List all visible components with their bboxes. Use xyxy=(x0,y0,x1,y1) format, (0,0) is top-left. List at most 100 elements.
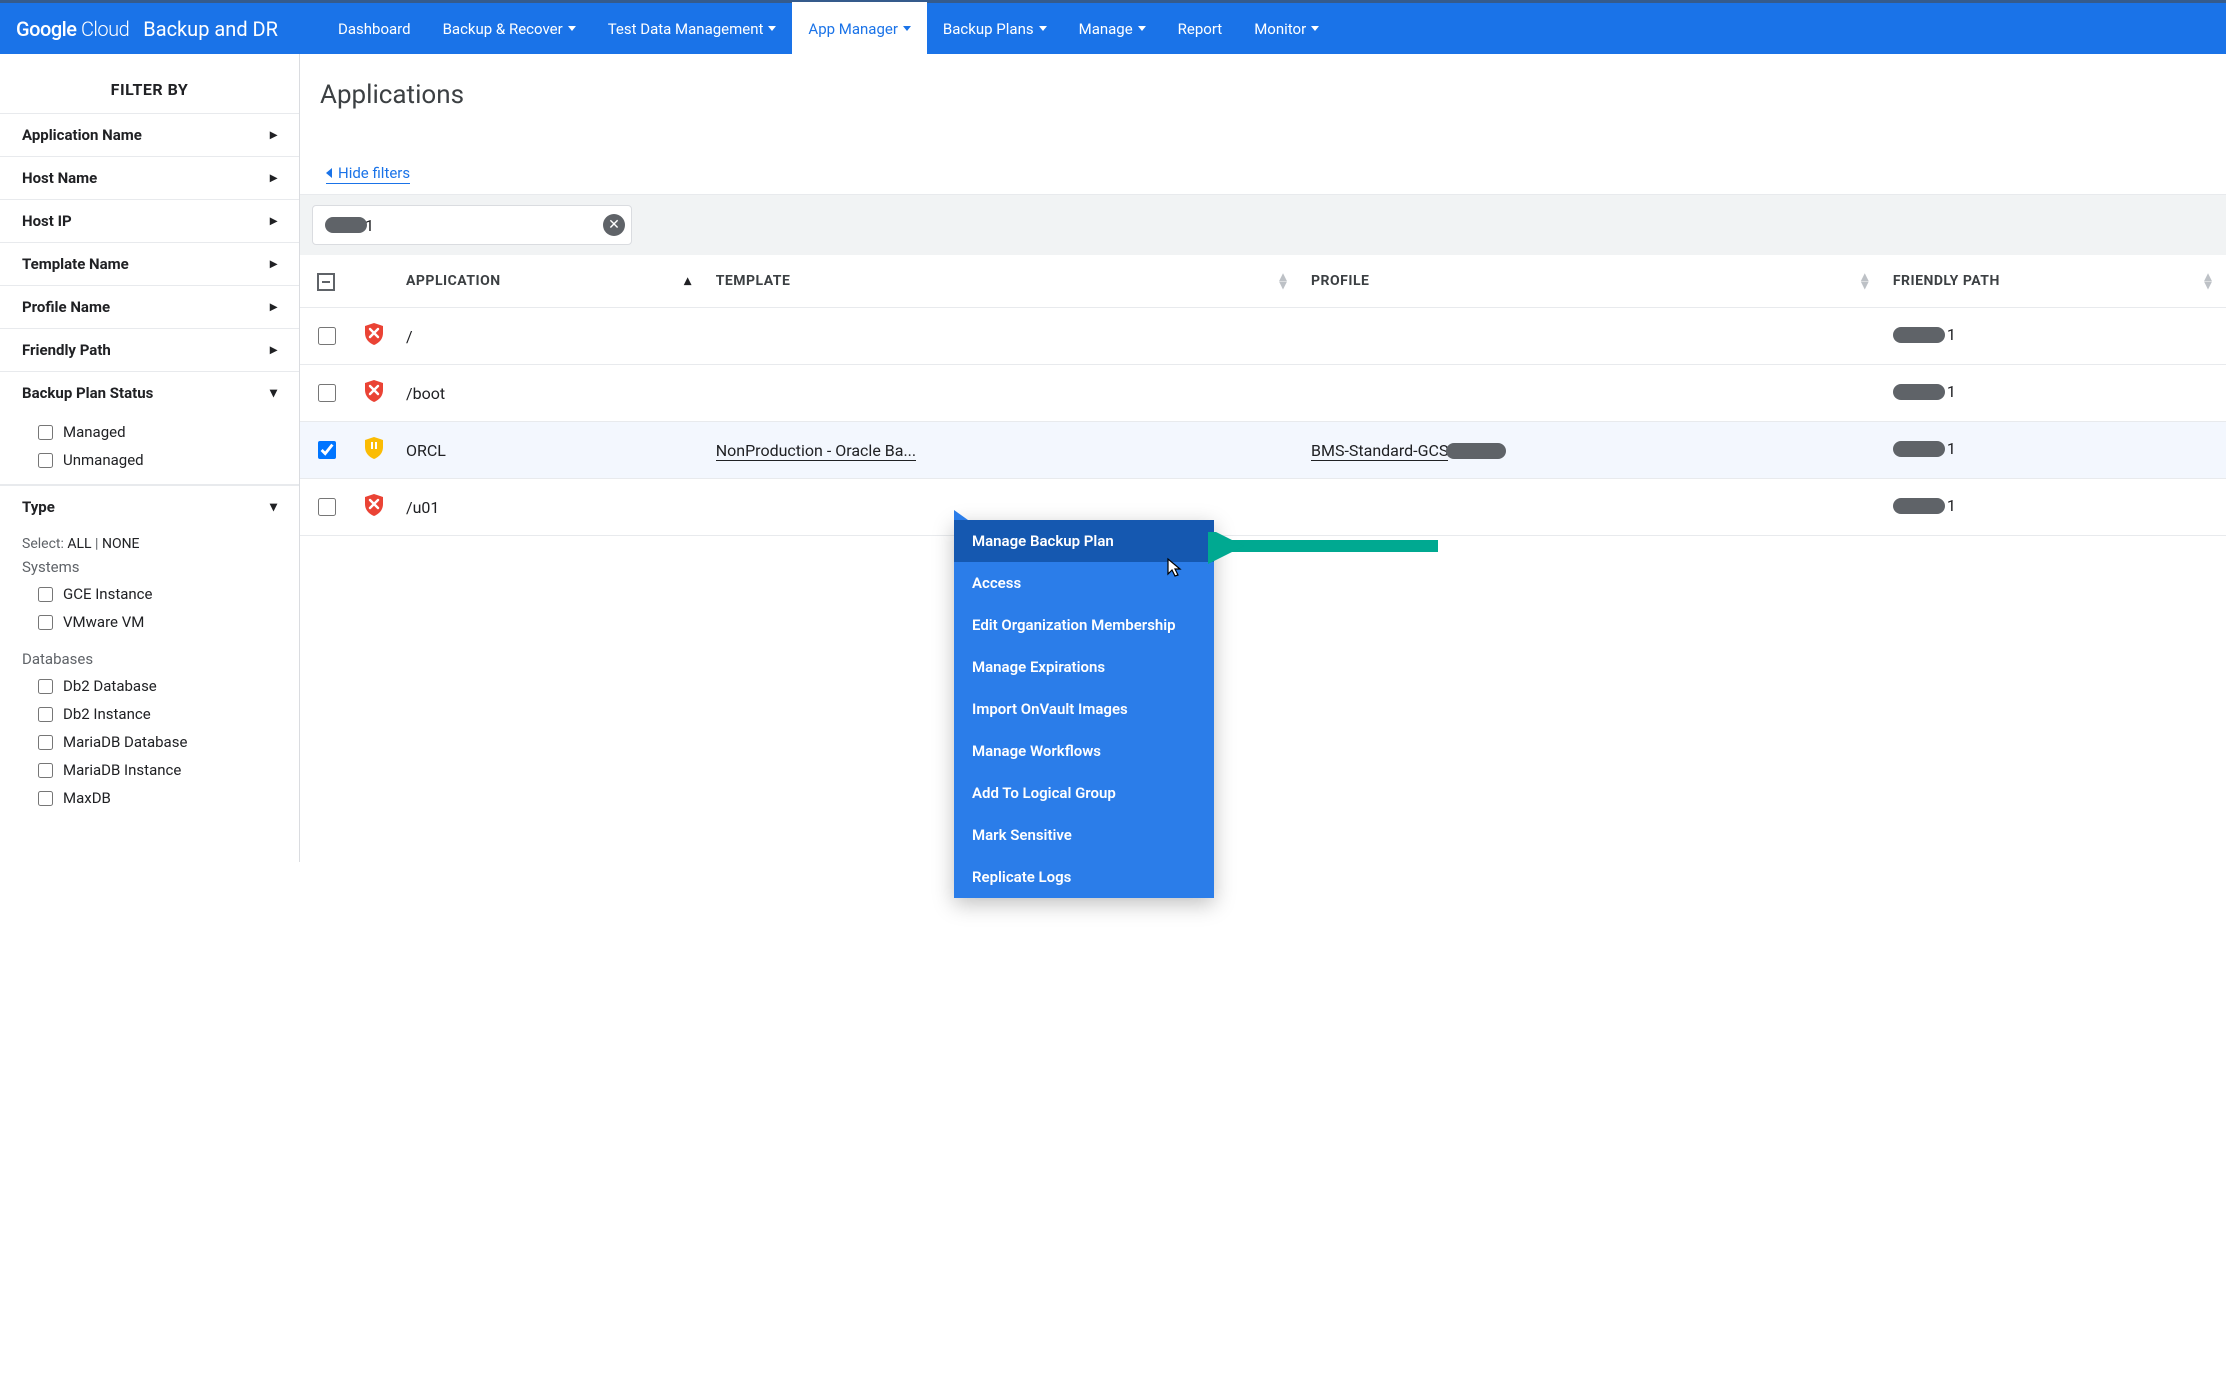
table-row[interactable]: ORCL NonProduction - Oracle Ba... BMS-Stan… xyxy=(300,422,2226,479)
checkbox-input[interactable] xyxy=(38,707,53,722)
clear-search-icon[interactable]: ✕ xyxy=(603,214,625,236)
type-group-systems: Systems xyxy=(0,554,299,576)
annotation-arrow xyxy=(1208,532,1448,572)
checkbox-input[interactable] xyxy=(38,453,53,468)
checkbox-input[interactable] xyxy=(38,587,53,602)
nav-dashboard[interactable]: Dashboard xyxy=(322,2,427,56)
cell-application: /boot xyxy=(396,365,706,422)
checkbox-mariadb-instance[interactable]: MariaDB Instance xyxy=(38,756,277,784)
row-checkbox[interactable] xyxy=(318,441,336,459)
cell-profile xyxy=(1301,308,1883,365)
nav-report[interactable]: Report xyxy=(1162,2,1239,56)
brand-product: Backup and DR xyxy=(143,17,278,41)
caret-down-icon xyxy=(1039,26,1047,31)
nav-backup-recover[interactable]: Backup & Recover xyxy=(427,2,592,56)
hide-filters-link[interactable]: Hide filters xyxy=(326,164,410,184)
col-application[interactable]: APPLICATION▴ xyxy=(396,255,706,308)
checkbox-maxdb[interactable]: MaxDB xyxy=(38,784,277,812)
chevron-right-icon: ▸ xyxy=(270,213,277,229)
checkbox-input[interactable] xyxy=(38,763,53,778)
row-checkbox[interactable] xyxy=(318,498,336,516)
filter-backup-plan-status[interactable]: Backup Plan Status ▾ xyxy=(0,371,299,414)
col-profile[interactable]: PROFILE▴▾ xyxy=(1301,255,1883,308)
cell-application: ORCL xyxy=(396,422,706,479)
chevron-right-icon: ▸ xyxy=(270,299,277,315)
checkbox-input[interactable] xyxy=(38,615,53,630)
top-nav: Google Cloud Backup and DR DashboardBack… xyxy=(0,0,2226,54)
checkbox-input[interactable] xyxy=(38,735,53,750)
filter-label: Type xyxy=(22,498,55,516)
type-select-line: Select: ALL | NONE xyxy=(0,528,299,554)
select-all-link[interactable]: ALL xyxy=(67,536,91,552)
ctx-import-onvault-images[interactable]: Import OnVault Images xyxy=(954,688,1214,730)
ctx-edit-organization-membership[interactable]: Edit Organization Membership xyxy=(954,604,1214,646)
caret-down-icon xyxy=(903,26,911,31)
ctx-manage-workflows[interactable]: Manage Workflows xyxy=(954,730,1214,772)
checkbox-input[interactable] xyxy=(38,791,53,806)
search-text-tail: 1 xyxy=(365,216,374,235)
checkbox-managed[interactable]: Managed xyxy=(38,418,277,446)
profile-link[interactable]: BMS-Standard-GCS xyxy=(1311,441,1448,461)
cell-friendly-path: 1 xyxy=(1883,422,2226,479)
brand: Google Cloud Backup and DR xyxy=(10,17,292,41)
filter-profile-name[interactable]: Profile Name▸ xyxy=(0,285,299,328)
template-link[interactable]: NonProduction - Oracle Ba... xyxy=(716,441,916,461)
applications-table: APPLICATION▴ TEMPLATE▴▾ PROFILE▴▾ FRIEND… xyxy=(300,255,2226,536)
filter-host-name[interactable]: Host Name▸ xyxy=(0,156,299,199)
checkbox-input[interactable] xyxy=(38,425,53,440)
ctx-access[interactable]: Access xyxy=(954,562,1214,604)
filter-sidebar: FILTER BY Application Name ▸ Host Name▸Hos… xyxy=(0,54,300,862)
checkbox-vmware-vm[interactable]: VMware VM xyxy=(38,608,277,636)
nav-manage[interactable]: Manage xyxy=(1063,2,1162,56)
ctx-manage-expirations[interactable]: Manage Expirations xyxy=(954,646,1214,688)
type-group-databases: Databases xyxy=(0,646,299,668)
row-checkbox[interactable] xyxy=(318,384,336,402)
nav-test-data-management[interactable]: Test Data Management xyxy=(592,2,793,56)
nav-monitor[interactable]: Monitor xyxy=(1238,2,1335,56)
chevron-right-icon: ▸ xyxy=(270,127,277,143)
nav-backup-plans[interactable]: Backup Plans xyxy=(927,2,1063,56)
ctx-replicate-logs[interactable]: Replicate Logs xyxy=(954,856,1214,898)
table-row[interactable]: /boot1 xyxy=(300,365,2226,422)
caret-down-icon xyxy=(1138,26,1146,31)
checkbox-db2-database[interactable]: Db2 Database xyxy=(38,672,277,700)
row-checkbox[interactable] xyxy=(318,327,336,345)
select-prefix: Select: xyxy=(22,536,64,552)
checkbox-db2-instance[interactable]: Db2 Instance xyxy=(38,700,277,728)
search-input[interactable]: 1 ✕ xyxy=(312,205,632,245)
redacted xyxy=(1893,441,1945,457)
brand-logo-cloud: Cloud xyxy=(81,17,129,41)
cell-template: NonProduction - Oracle Ba... xyxy=(706,422,1301,479)
col-template[interactable]: TEMPLATE▴▾ xyxy=(706,255,1301,308)
checkbox-input[interactable] xyxy=(38,679,53,694)
select-none-link[interactable]: NONE xyxy=(102,536,140,552)
sort-icon: ▴▾ xyxy=(1279,273,1287,289)
cell-profile: BMS-Standard-GCS xyxy=(1301,422,1883,479)
status-shield-icon xyxy=(352,308,396,365)
redacted xyxy=(1446,443,1506,459)
page-title: Applications xyxy=(300,80,2226,110)
ctx-mark-sensitive[interactable]: Mark Sensitive xyxy=(954,814,1214,856)
filter-type[interactable]: Type ▾ xyxy=(0,485,299,528)
status-shield-icon xyxy=(352,479,396,536)
filter-friendly-path[interactable]: Friendly Path▸ xyxy=(0,328,299,371)
cell-application: /u01 xyxy=(396,479,706,536)
checkbox-mariadb-database[interactable]: MariaDB Database xyxy=(38,728,277,756)
filter-host-ip[interactable]: Host IP▸ xyxy=(0,199,299,242)
col-select[interactable] xyxy=(300,255,352,308)
filter-title: FILTER BY xyxy=(0,74,299,113)
filter-label: Template Name xyxy=(22,255,129,273)
ctx-manage-backup-plan[interactable]: Manage Backup Plan xyxy=(954,520,1214,562)
col-friendly-path[interactable]: FRIENDLY PATH▴▾ xyxy=(1883,255,2226,308)
nav-app-manager[interactable]: App Manager xyxy=(792,2,927,56)
ctx-add-to-logical-group[interactable]: Add To Logical Group xyxy=(954,772,1214,814)
filter-label: Application Name xyxy=(22,126,142,144)
checkbox-unmanaged[interactable]: Unmanaged xyxy=(38,446,277,474)
table-row[interactable]: /u011 xyxy=(300,479,2226,536)
filter-application-name[interactable]: Application Name ▸ xyxy=(0,113,299,156)
table-row[interactable]: /1 xyxy=(300,308,2226,365)
filter-template-name[interactable]: Template Name ▸ xyxy=(0,242,299,285)
context-menu: Manage Backup PlanAccessEdit Organizatio… xyxy=(954,520,1214,898)
chevron-right-icon: ▸ xyxy=(270,256,277,272)
checkbox-gce-instance[interactable]: GCE Instance xyxy=(38,580,277,608)
